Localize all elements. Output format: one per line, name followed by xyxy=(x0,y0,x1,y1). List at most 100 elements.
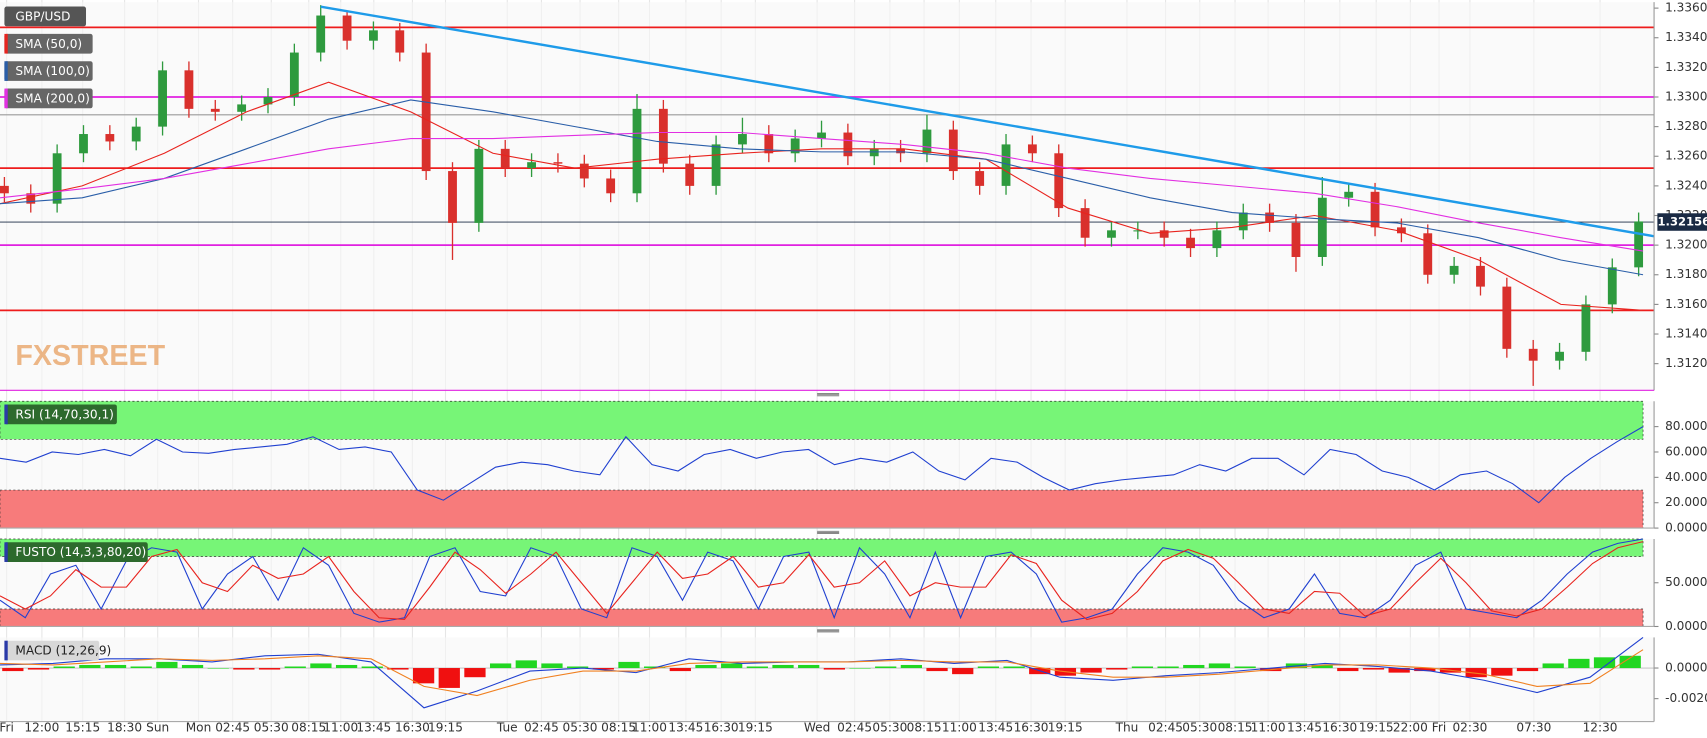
candle-body xyxy=(395,30,405,53)
candle-body xyxy=(342,15,352,41)
candle-body xyxy=(1054,153,1064,209)
y-tick-label: 1.3140 xyxy=(1665,327,1707,341)
histogram-bar xyxy=(900,664,923,669)
histogram-bar xyxy=(335,664,358,669)
histogram-bar xyxy=(1516,668,1539,672)
histogram-bar xyxy=(284,666,306,669)
histogram-bar xyxy=(1465,668,1487,678)
candle-body xyxy=(1607,267,1617,305)
y-tick-label: 1.3180 xyxy=(1665,267,1707,281)
zone xyxy=(0,400,1644,440)
x-tick-label: 16:30 xyxy=(1322,721,1357,735)
candle-body xyxy=(1027,144,1037,154)
legend-label: MACD (12,26,9) xyxy=(15,644,111,658)
histogram-bar xyxy=(772,664,794,669)
x-tick-label: 08:15 xyxy=(1218,721,1253,735)
legend-label: SMA (100,0) xyxy=(15,64,89,78)
x-tick-label: 02:45 xyxy=(837,721,872,735)
histogram-bar xyxy=(464,668,486,678)
legend-box xyxy=(4,61,93,81)
candle-body xyxy=(1212,230,1222,249)
y-tick-label: 1.3160 xyxy=(1665,297,1707,311)
candle-body xyxy=(1370,191,1380,228)
legend-swatch xyxy=(4,542,8,562)
x-tick-label: 13:45 xyxy=(356,721,391,735)
x-tick-label: Wed xyxy=(804,721,830,735)
sma-line xyxy=(0,99,1644,276)
x-tick-label: 22:00 xyxy=(1393,721,1428,735)
x-tick-label: 19:15 xyxy=(1048,721,1083,735)
x-tick-label: 13:45 xyxy=(1287,721,1322,735)
y-tick-label: 1.3320 xyxy=(1665,60,1707,74)
candle-body xyxy=(975,171,985,186)
histogram-bar xyxy=(1106,668,1128,670)
candle-body xyxy=(1291,222,1301,257)
candle-body xyxy=(1317,197,1327,257)
histogram-bar xyxy=(849,668,871,669)
last-price-box xyxy=(1657,213,1707,231)
y-tick-label: 50.0000 xyxy=(1665,575,1707,589)
histogram-bar xyxy=(695,664,717,669)
histogram-bar xyxy=(438,668,460,688)
y-tick-label: 1.3280 xyxy=(1665,119,1707,133)
histogram-bar xyxy=(567,666,589,669)
histogram-bar xyxy=(1568,658,1590,669)
x-tick-label: 16:30 xyxy=(395,721,430,735)
histogram-bar xyxy=(823,668,845,670)
candle-body xyxy=(1581,304,1591,352)
indicator-line xyxy=(0,541,1644,621)
candle-body xyxy=(158,70,167,127)
histogram-bar xyxy=(977,666,1000,669)
candle-body xyxy=(369,30,378,41)
candle-body xyxy=(711,144,721,186)
panel-background xyxy=(0,637,1655,722)
candle-body xyxy=(764,134,774,154)
logo: FXSTREET xyxy=(15,340,165,372)
candle-body xyxy=(1344,191,1354,198)
histogram-bar xyxy=(387,668,409,670)
candle-body xyxy=(606,178,616,194)
candle-body xyxy=(1265,212,1275,223)
trendline xyxy=(320,5,1655,238)
candle-body xyxy=(448,171,457,223)
candle-body xyxy=(26,193,36,204)
x-tick-label: 12:30 xyxy=(1583,721,1618,735)
candle-body xyxy=(843,132,853,157)
zone xyxy=(0,538,1644,557)
histogram-bar xyxy=(798,664,820,669)
x-tick-label: 02:30 xyxy=(1452,721,1487,735)
histogram-bar xyxy=(1414,668,1436,672)
x-tick-label: 02:45 xyxy=(215,721,250,735)
candle-body xyxy=(210,108,220,112)
x-tick-label: Fri xyxy=(0,721,14,735)
histogram-bar xyxy=(181,664,204,669)
legend-label: SMA (50,0) xyxy=(15,37,82,51)
legend-box xyxy=(4,88,93,109)
histogram-bar xyxy=(53,666,75,669)
candle-body xyxy=(579,163,589,179)
candle-body xyxy=(421,52,431,172)
legend-swatch xyxy=(4,404,8,425)
y-tick-label: 80.0000 xyxy=(1665,419,1707,433)
histogram-bar xyxy=(130,666,152,669)
histogram-bar xyxy=(1080,668,1102,673)
candle-body xyxy=(922,129,932,154)
x-tick-label: 13:45 xyxy=(978,721,1013,735)
candle-body xyxy=(263,96,273,105)
x-tick-label: Thu xyxy=(1115,721,1139,735)
candle-body xyxy=(237,104,247,112)
legend-swatch xyxy=(4,640,8,661)
histogram-bar xyxy=(1003,666,1025,669)
candle-body xyxy=(658,108,668,164)
histogram-bar xyxy=(1208,663,1231,669)
histogram-bar xyxy=(1234,666,1256,669)
legend-label: FUSTO (14,3,3,80,20) xyxy=(15,545,146,559)
x-tick-label: Sun xyxy=(146,721,169,735)
y-tick-label: 1.3240 xyxy=(1665,178,1707,192)
macd-line xyxy=(0,649,1644,697)
histogram-bar xyxy=(1337,668,1359,672)
candle-body xyxy=(1080,208,1090,238)
x-tick-label: 08:15 xyxy=(601,721,636,735)
x-tick-label: 18:30 xyxy=(107,721,142,735)
